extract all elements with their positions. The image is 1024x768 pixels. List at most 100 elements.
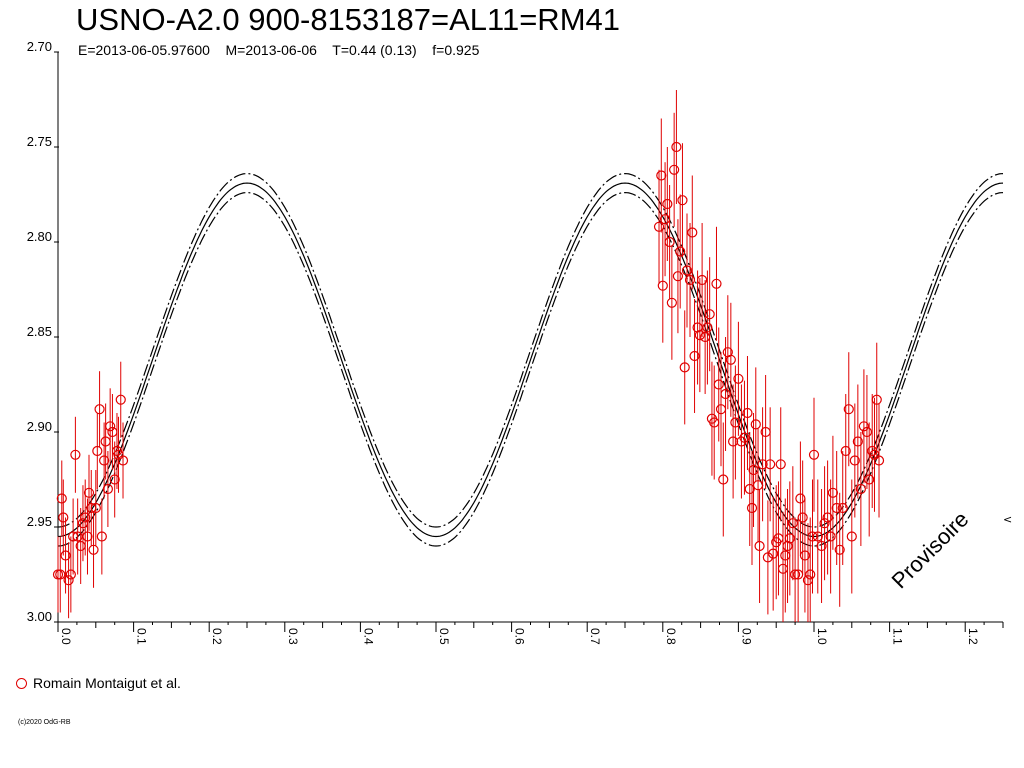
data-point: [58, 512, 69, 523]
data-point: [855, 483, 866, 495]
x-tick-label: 1.0: [815, 628, 829, 645]
data-point: [70, 449, 81, 460]
data-point: [837, 502, 848, 514]
data-point: [669, 164, 680, 175]
edge-marker: <: [1003, 513, 1013, 526]
x-tick-label: 0.4: [361, 628, 375, 645]
x-tick-label: 0.7: [588, 628, 602, 645]
data-point: [725, 354, 736, 365]
data-point: [653, 221, 665, 232]
copyright-credit: (c)2020 OdG-RB: [18, 719, 71, 726]
y-tick-label: 2.75: [27, 134, 52, 149]
data-point: [871, 394, 882, 405]
data-point: [697, 274, 708, 286]
data-point: [675, 246, 686, 257]
data-point: [672, 271, 684, 282]
data-point: [808, 449, 820, 460]
x-tick-label: 1.2: [966, 628, 980, 645]
data-point: [864, 474, 875, 485]
data-point: [105, 421, 116, 432]
data-point: [656, 170, 667, 181]
data-point: [684, 274, 696, 286]
data-point: [55, 569, 66, 580]
data-point: [711, 278, 722, 289]
data-point: [60, 550, 71, 561]
data-point: [831, 502, 842, 514]
data-point: [762, 552, 773, 563]
data-point: [797, 512, 808, 523]
data-point: [56, 493, 67, 504]
x-tick-label: 0.1: [135, 628, 149, 645]
data-point: [825, 531, 836, 542]
data-point: [687, 227, 698, 238]
data-point: [822, 512, 833, 523]
data-point: [805, 569, 816, 580]
data-point: [873, 455, 885, 466]
data-point: [775, 459, 786, 470]
data-point: [96, 531, 107, 542]
data-point: [728, 436, 739, 447]
x-tick-label: 0.6: [513, 628, 527, 645]
data-point: [787, 518, 798, 529]
chart-subtitle: E=2013-06-05.97600 M=2013-06-06 T=0.44 (…: [78, 42, 480, 58]
data-point: [768, 548, 779, 559]
axes: 2.70 2.75 2.80 2.85 2.90 2.95 3.00 0.0 0.1 0.2 0.3…: [27, 39, 1004, 645]
data-point: [782, 540, 793, 552]
data-point: [812, 531, 823, 542]
x-tick-label: 0.2: [210, 628, 224, 645]
x-tick-label: 0.5: [437, 628, 451, 645]
data-point: [63, 575, 74, 586]
data-point: [718, 474, 729, 485]
data-point: [65, 569, 76, 580]
legend-label: Romain Montaigut et al.: [33, 675, 181, 691]
lower-envelope-curve: [57, 191, 1004, 547]
x-tick-label: 0.8: [664, 628, 678, 645]
data-point: [789, 569, 801, 580]
data-point: [689, 350, 700, 362]
data-point: [849, 455, 860, 466]
data-point: [819, 518, 830, 529]
data-point: [83, 487, 95, 498]
data-point: [666, 297, 677, 308]
data-point: [739, 432, 750, 443]
data-point: [746, 502, 758, 514]
data-point: [754, 540, 765, 552]
data-points: [52, 90, 885, 622]
data-point: [784, 533, 795, 544]
chart-title: USNO-A2.0 900-8153187=AL11=RM41: [76, 2, 620, 37]
data-point: [843, 404, 854, 415]
data-point: [109, 474, 120, 485]
data-point: [816, 540, 827, 552]
data-point: [88, 544, 99, 555]
data-point: [664, 236, 675, 248]
data-point: [807, 531, 818, 542]
data-point: [861, 426, 873, 438]
y-tick-label: 2.80: [27, 229, 52, 244]
data-point: [702, 322, 713, 333]
data-point: [840, 445, 851, 457]
data-point: [679, 362, 690, 373]
x-tick-label: 0.0: [59, 628, 73, 645]
data-point: [730, 417, 741, 428]
data-point: [94, 404, 105, 415]
x-tick-label: 0.3: [286, 628, 300, 645]
x-tick-label: 0.9: [739, 628, 753, 645]
y-tick-label: 2.70: [27, 39, 52, 54]
data-point: [733, 373, 744, 384]
data-point: [677, 195, 688, 206]
data-point: [99, 455, 110, 466]
y-tick-label: 2.85: [27, 324, 52, 339]
data-point: [117, 455, 129, 466]
data-point: [662, 198, 673, 210]
y-tick-label: 3.00: [27, 609, 52, 624]
data-point: [720, 388, 731, 400]
data-point: [694, 330, 705, 341]
data-point: [852, 436, 863, 447]
data-point: [750, 419, 761, 430]
y-tick-label: 2.90: [27, 419, 52, 434]
legend-marker-icon: [16, 677, 27, 689]
data-point: [90, 502, 101, 514]
data-point: [671, 141, 682, 153]
data-point: [799, 550, 811, 561]
data-point: [742, 407, 753, 419]
